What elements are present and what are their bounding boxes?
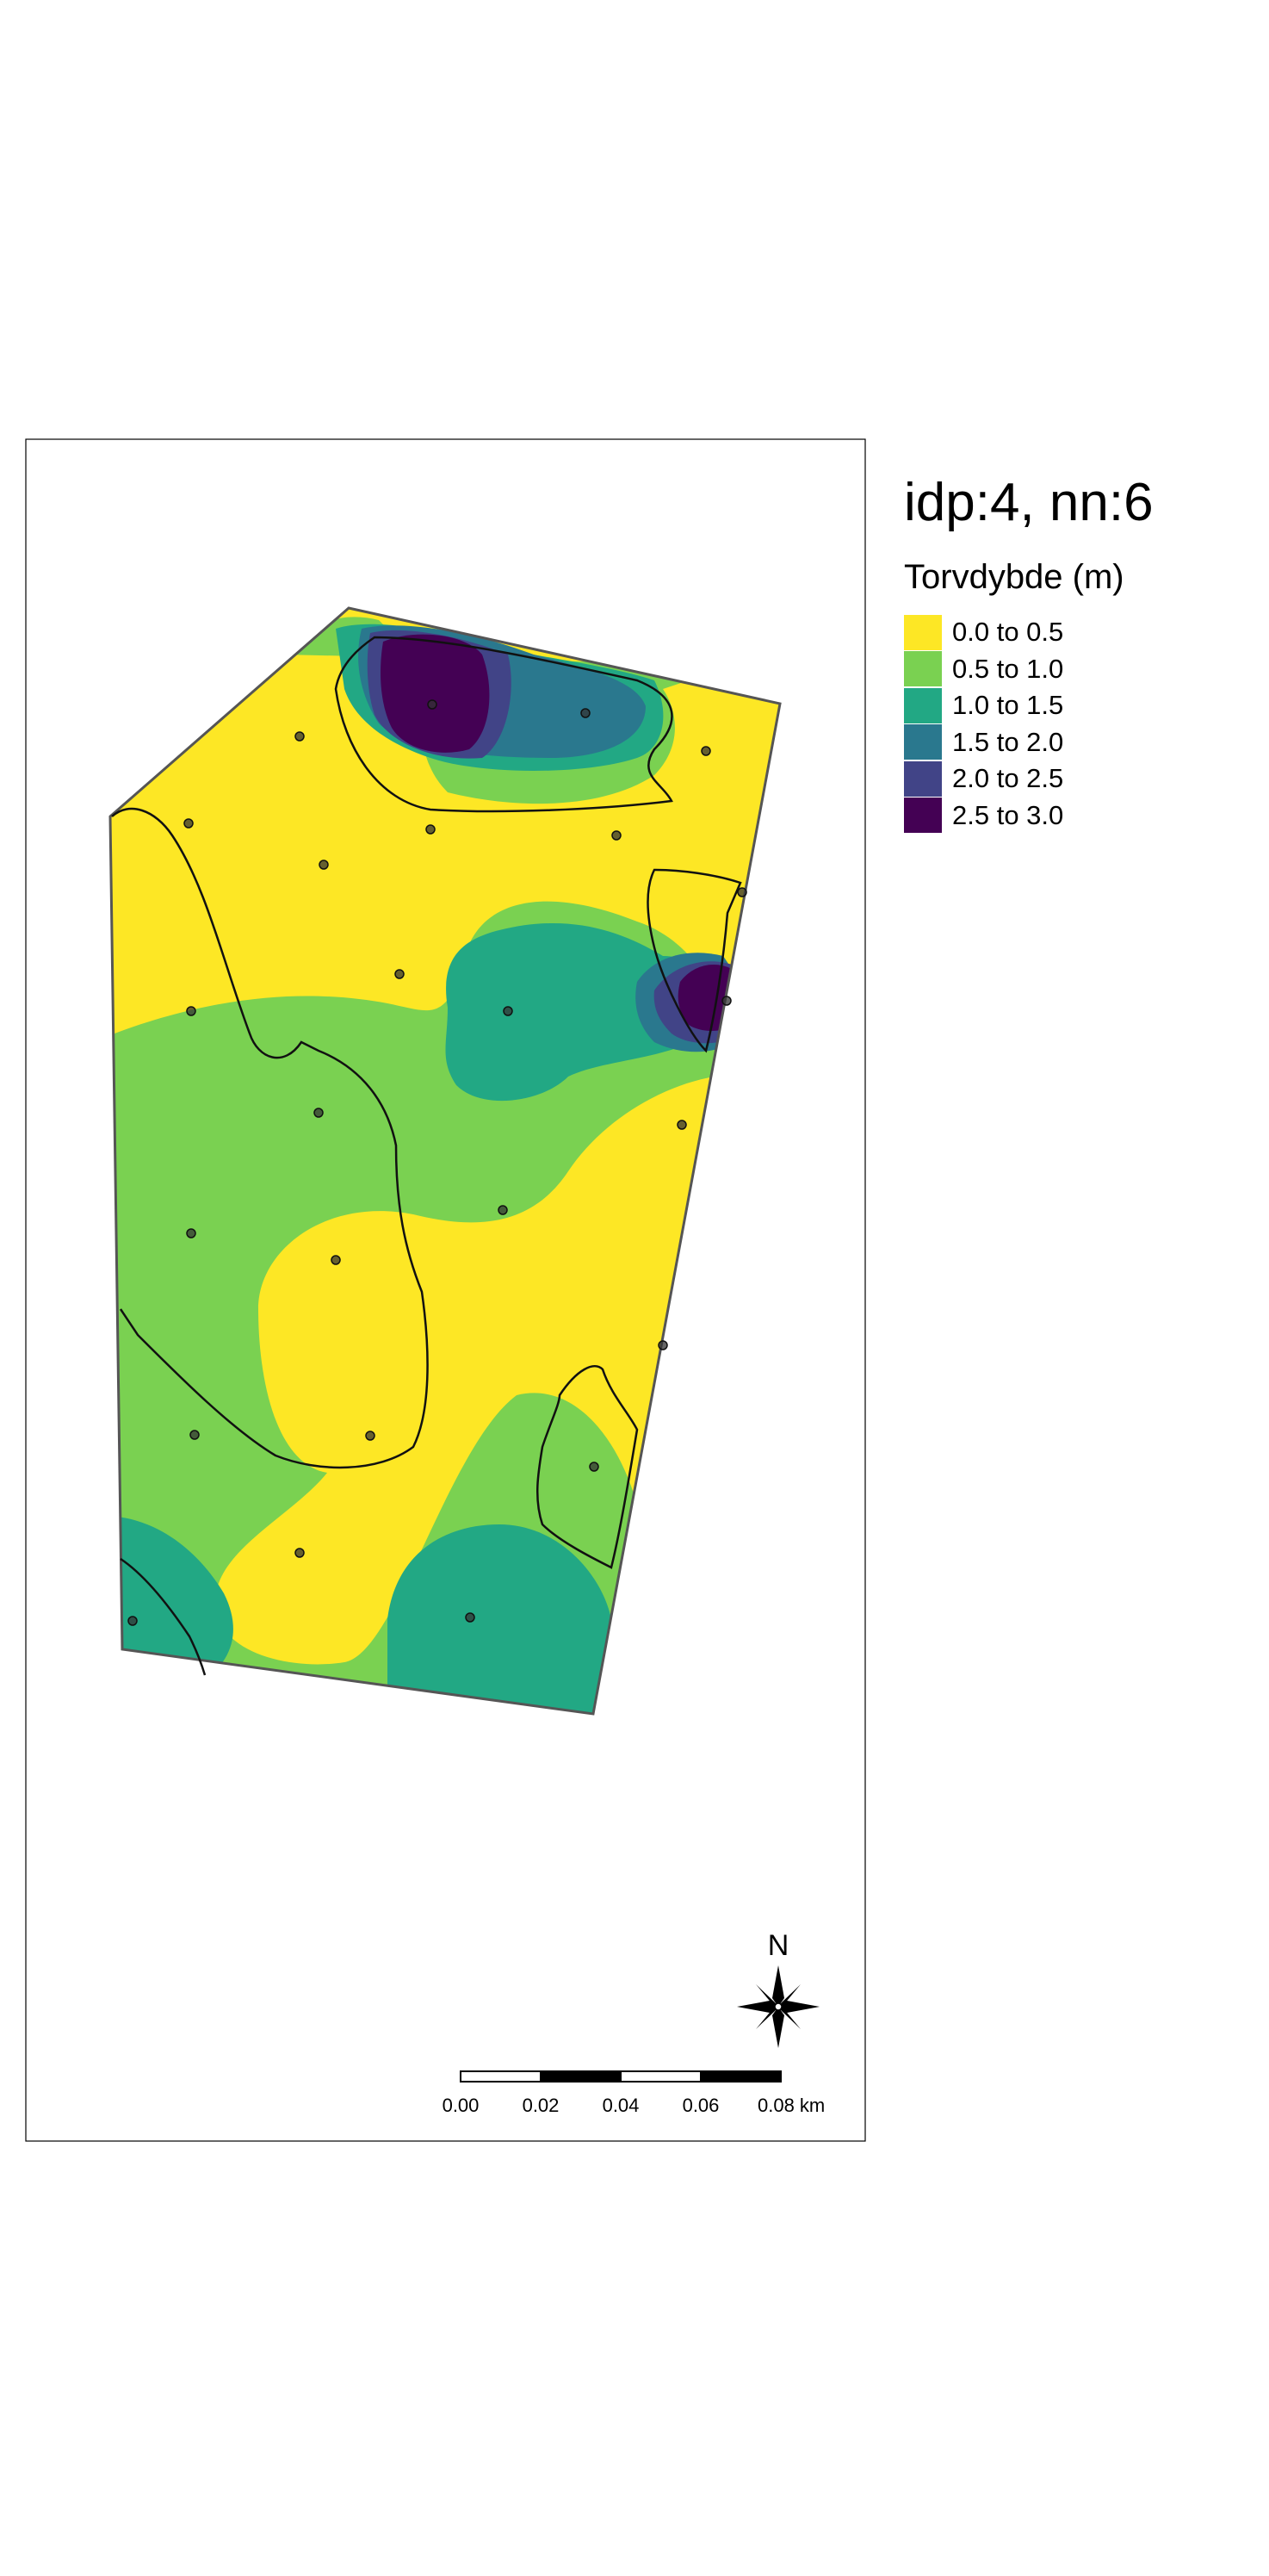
legend-label: 1.0 to 1.5 [952,690,1064,721]
zone-1.0-1.5 [445,922,713,1102]
scale-segment [540,2070,622,2083]
legend-item: 1.5 to 2.0 [904,724,1063,761]
sample-point [425,824,436,835]
map-title: idp:4, nn:6 [904,473,1154,532]
legend-swatch [904,724,942,760]
scale-tick-label: 0.08 km [758,2095,825,2116]
legend-item: 0.0 to 0.5 [904,614,1063,651]
sample-point [503,1006,513,1016]
north-label: N [768,1929,789,1962]
legend-item: 0.5 to 1.0 [904,651,1063,688]
contour-line [535,1365,639,1569]
legend-label: 2.5 to 3.0 [952,799,1064,830]
legend-item: 2.5 to 3.0 [904,798,1063,835]
sample-point [589,1462,599,1472]
legend-label: 1.5 to 2.0 [952,726,1064,757]
legend-item: 2.0 to 2.5 [904,760,1063,798]
legend: 0.0 to 0.5 0.5 to 1.0 1.0 to 1.5 1.5 to … [904,614,1063,834]
legend-label: 0.0 to 0.5 [952,617,1064,648]
legend-swatch [904,798,942,834]
zone-1.0-1.5 [110,1516,233,1671]
sample-point [658,1340,668,1350]
scale-segment [460,2070,542,2083]
sample-point [186,1228,196,1238]
sample-point [331,1255,341,1265]
sample-point [319,860,329,870]
scale-tick-label: 0.06 [683,2095,720,2116]
sample-point [189,1430,200,1440]
legend-swatch [904,614,942,650]
sample-point [294,1548,305,1558]
interpolated-surface [110,608,780,1714]
zone-0.5-1.0 [110,901,725,1714]
legend-label: 0.5 to 1.0 [952,653,1064,684]
zone-1.0-1.5 [387,1524,620,1714]
contour-line [120,1557,207,1676]
sample-point [498,1205,508,1215]
map-frame [25,438,866,2142]
sample-point [701,746,711,756]
contour-line [334,636,673,813]
legend-item: 1.0 to 1.5 [904,687,1063,724]
contour-line [647,868,742,1053]
sample-point [294,731,305,742]
scale-tick-label: 0.04 [603,2095,640,2116]
sample-point [365,1431,375,1441]
sample-point [313,1108,324,1118]
scale-bar: 0.00 0.02 0.04 0.06 0.08 km [443,2070,825,2116]
sample-points [127,699,747,1626]
sample-point [465,1612,475,1623]
contour-line [111,807,429,1469]
sample-point [721,996,732,1006]
legend-label: 2.0 to 2.5 [952,763,1064,794]
compass-star-icon [737,1965,820,2048]
sample-point [427,699,437,710]
legend-title: Torvdybde (m) [904,558,1124,596]
sample-point [127,1616,138,1626]
field-boundary [108,606,782,1716]
sample-point [186,1006,196,1016]
sample-point [611,830,622,841]
contour-lines [111,636,742,1676]
scale-tick-label: 0.02 [523,2095,560,2116]
scale-segment [620,2070,702,2083]
scale-tick-label: 0.00 [443,2095,480,2116]
sample-point [580,708,591,718]
sample-point [183,818,194,829]
legend-swatch [904,687,942,723]
sample-point [677,1120,687,1130]
north-arrow: N [737,1929,820,2048]
sample-point [394,969,405,979]
scale-segment [700,2070,782,2083]
legend-swatch [904,651,942,687]
zone-2.5-3.0 [381,634,490,753]
sample-point [737,887,747,897]
legend-swatch [904,760,942,797]
